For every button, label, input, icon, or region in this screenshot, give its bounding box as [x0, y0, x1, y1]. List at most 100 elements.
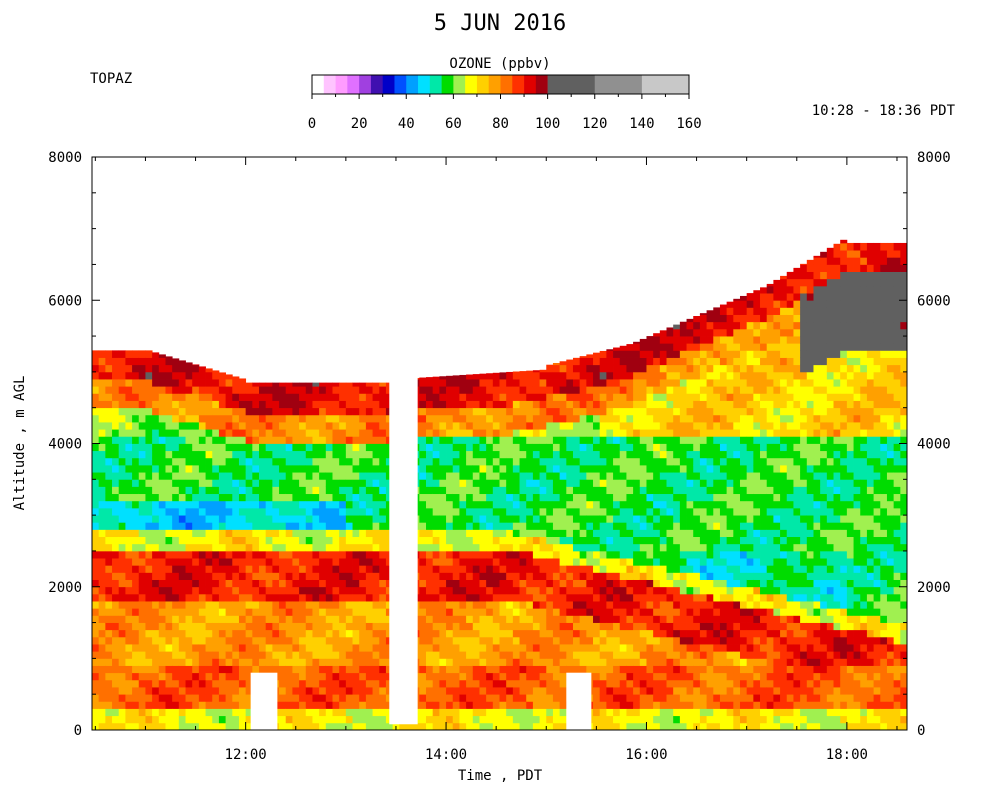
field-cell	[719, 565, 728, 573]
field-cell	[172, 479, 180, 487]
field-cell	[506, 436, 514, 444]
field-cell	[192, 371, 200, 380]
field-cell	[419, 572, 427, 580]
field-cell	[312, 622, 320, 631]
field-cell	[519, 644, 527, 652]
field-cell	[699, 386, 707, 394]
field-cell	[646, 343, 654, 351]
field-cell	[352, 522, 360, 530]
field-cell	[539, 407, 547, 416]
field-cell	[192, 572, 200, 580]
field-cell	[586, 543, 594, 552]
field-cell	[212, 708, 220, 717]
field-cell	[559, 665, 567, 674]
field-cell	[639, 679, 647, 688]
field-cell	[272, 515, 280, 523]
field-cell	[606, 515, 614, 523]
field-cell	[532, 658, 540, 666]
field-cell	[98, 622, 106, 631]
field-cell	[185, 422, 193, 430]
field-cell	[212, 672, 220, 681]
field-cell	[352, 457, 360, 466]
field-cell	[325, 500, 333, 509]
field-cell	[666, 672, 674, 681]
field-cell	[726, 572, 734, 580]
field-cell	[492, 615, 500, 623]
field-cell	[112, 422, 120, 430]
field-cell	[185, 493, 193, 502]
field-cell	[579, 629, 587, 638]
field-cell	[145, 715, 153, 724]
field-cell	[526, 450, 534, 459]
field-cell	[653, 364, 661, 373]
field-cell	[105, 687, 113, 695]
field-cell	[646, 672, 654, 681]
field-cell	[158, 507, 166, 516]
field-cell	[172, 371, 180, 380]
field-cell	[446, 522, 454, 530]
field-cell	[613, 715, 621, 724]
field-cell	[332, 565, 340, 573]
field-cell	[225, 457, 233, 466]
field-cell	[165, 579, 173, 588]
field-cell	[659, 629, 667, 638]
field-cell	[312, 579, 320, 588]
field-cell	[479, 522, 487, 530]
field-cell	[372, 407, 380, 416]
field-cell	[332, 658, 340, 666]
field-cell	[452, 601, 460, 609]
field-cell	[312, 715, 320, 724]
field-cell	[546, 558, 554, 566]
field-cell	[546, 500, 554, 509]
field-cell	[432, 593, 440, 602]
field-cell	[659, 715, 667, 724]
field-cell	[579, 356, 587, 358]
field-cell	[259, 400, 267, 409]
field-cell	[539, 536, 547, 545]
field-cell	[499, 522, 507, 530]
field-cell	[486, 694, 494, 702]
field-cell	[192, 386, 200, 394]
field-cell	[238, 636, 247, 645]
field-cell	[185, 414, 193, 423]
field-cell	[666, 486, 674, 495]
field-cell	[185, 429, 193, 437]
field-cell	[666, 529, 674, 538]
field-cell	[365, 407, 373, 416]
field-cell	[606, 536, 614, 545]
field-cell	[285, 636, 293, 645]
field-cell	[212, 636, 220, 645]
field-cell	[512, 629, 520, 638]
field-cell	[679, 422, 687, 430]
field-cell	[192, 436, 200, 444]
field-cell	[633, 457, 641, 466]
field-cell	[619, 486, 627, 495]
field-cell	[559, 364, 567, 373]
field-cell	[492, 500, 500, 509]
field-cell	[279, 687, 287, 695]
field-cell	[499, 558, 507, 566]
field-cell	[719, 708, 728, 717]
field-cell	[118, 593, 126, 602]
field-cell	[706, 414, 714, 423]
field-cell	[546, 486, 554, 495]
field-cell	[566, 550, 574, 559]
field-cell	[118, 529, 126, 538]
field-cell	[526, 644, 534, 652]
field-cell	[132, 414, 140, 423]
field-cell	[492, 715, 500, 724]
field-cell	[446, 407, 454, 416]
field-cell	[218, 422, 227, 430]
field-cell	[686, 429, 694, 437]
field-cell	[626, 572, 634, 580]
field-cell	[232, 493, 240, 502]
field-cell	[158, 565, 166, 573]
field-cell	[152, 565, 160, 573]
field-cell	[379, 629, 387, 638]
field-cell	[165, 436, 173, 444]
field-cell	[172, 393, 180, 401]
field-cell	[432, 486, 440, 495]
field-cell	[673, 436, 681, 444]
field-cell	[212, 414, 220, 423]
field-cell	[299, 658, 307, 666]
